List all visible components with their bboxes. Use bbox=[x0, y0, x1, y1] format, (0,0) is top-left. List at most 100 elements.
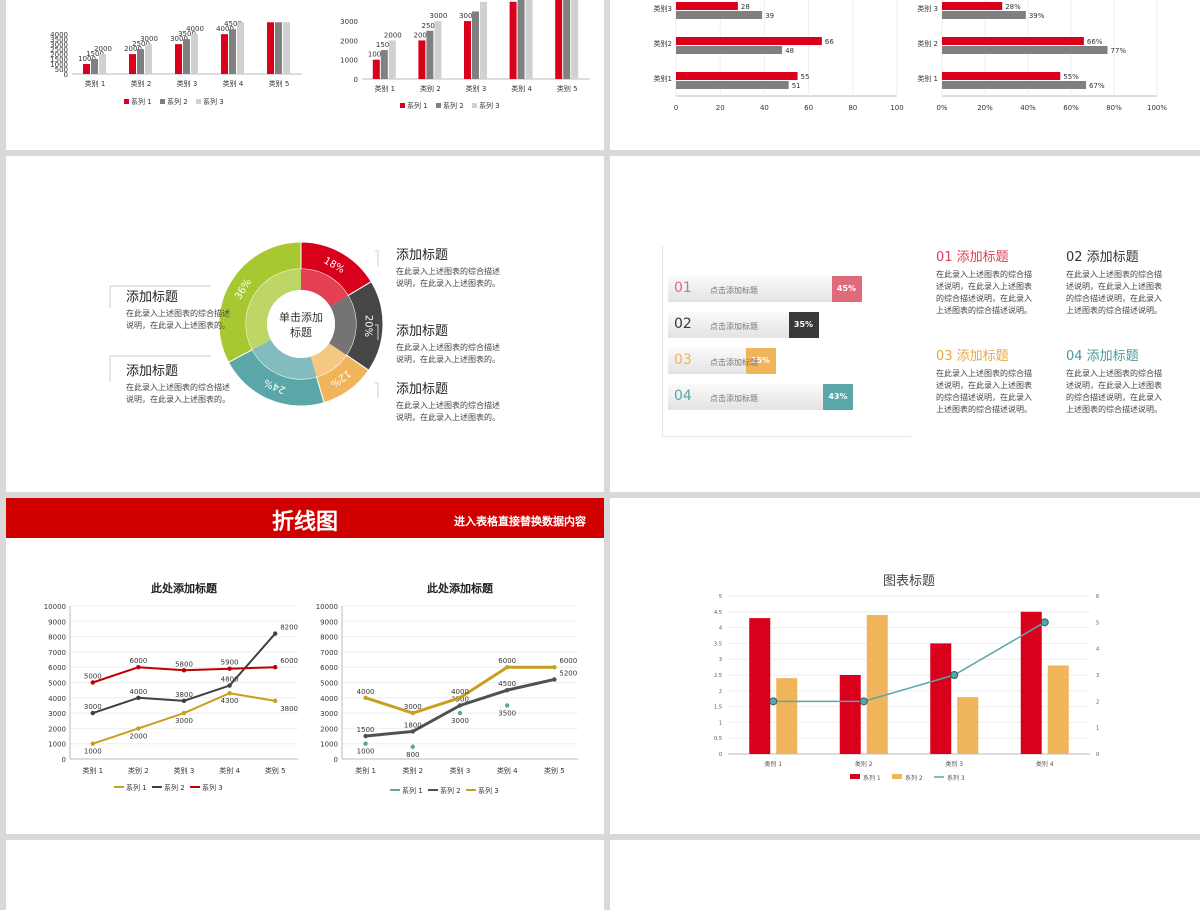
progress-number: 04 bbox=[674, 388, 692, 404]
x-tick-label: 类别 2 bbox=[128, 766, 149, 775]
x-tick-label: 类别 2 bbox=[402, 766, 423, 775]
block-title: 添加标题 bbox=[396, 248, 449, 263]
block-title: 添加标题 bbox=[396, 324, 449, 339]
slide-column-charts: 0 500 1000 1500 2000 2500 3000 3500 4000 类别 1 1000… bbox=[6, 0, 604, 150]
info-block-2: 02 添加标题 在此录入上述图表的综合描述说明，在此录入上述图表的综合描述说明，… bbox=[1066, 250, 1166, 317]
progress-percent: 25% bbox=[745, 348, 776, 374]
y-tick-label: 7000 bbox=[48, 649, 66, 657]
bar bbox=[229, 29, 236, 74]
progress-label: 点击添加标题 bbox=[710, 394, 758, 403]
donut-inner-segment bbox=[301, 269, 349, 307]
data-point bbox=[181, 698, 187, 704]
y-tick-label: 0 bbox=[64, 71, 68, 79]
x-tick-label: 80 bbox=[848, 104, 857, 112]
y-tick-label: 10000 bbox=[316, 603, 338, 611]
bar bbox=[676, 37, 822, 45]
bar bbox=[191, 34, 198, 74]
y-tick-label: 3 bbox=[719, 657, 722, 663]
x-tick-label: 类别 1 bbox=[85, 79, 106, 88]
data-label: 5200 bbox=[559, 669, 577, 677]
legend-swatch bbox=[892, 774, 902, 779]
data-label: 4000 bbox=[451, 688, 469, 696]
progress-percent: 43% bbox=[822, 384, 853, 410]
y-tick-label: 1.5 bbox=[714, 705, 722, 711]
bar bbox=[517, 0, 525, 79]
data-label: 2500 bbox=[421, 22, 439, 30]
donut-inner-segment bbox=[246, 269, 301, 350]
legend-swatch bbox=[196, 99, 201, 104]
bar bbox=[237, 22, 244, 74]
data-point bbox=[363, 733, 368, 739]
y-tick-label: 2 bbox=[719, 689, 722, 695]
center-title-line1: 单击添加 bbox=[279, 310, 323, 324]
progress-number: 03 bbox=[674, 352, 692, 368]
y-tick-label: 3000 bbox=[50, 41, 68, 49]
data-label: 8200 bbox=[280, 624, 298, 632]
progress-panel bbox=[662, 246, 911, 437]
data-label: 4000 bbox=[186, 25, 204, 33]
x-tick-label: 类别 1 bbox=[355, 766, 376, 775]
data-point bbox=[457, 703, 463, 708]
data-point bbox=[410, 729, 415, 734]
data-label: 3800 bbox=[280, 705, 298, 713]
data-point bbox=[950, 671, 959, 679]
data-point bbox=[410, 744, 415, 749]
progress-percent: 35% bbox=[788, 312, 819, 338]
y-tick-label: 500 bbox=[55, 66, 68, 74]
x-tick-label: 类别 2 bbox=[855, 760, 873, 768]
legend-label: 系列 1 bbox=[402, 786, 423, 795]
data-label: 2500 bbox=[132, 40, 150, 48]
data-point bbox=[552, 677, 557, 682]
data-label: 1800 bbox=[404, 721, 422, 729]
info-block-1: 01 添加标题 在此录入上述图表的综合描述说明，在此录入上述图表的综合描述说明，… bbox=[936, 250, 1036, 317]
y2-tick-label: 5 bbox=[1096, 620, 1099, 626]
y-tick-label: 2000 bbox=[50, 51, 68, 59]
y-tick-label: 1500 bbox=[50, 56, 68, 64]
bar bbox=[525, 0, 533, 79]
data-label: 1000 bbox=[357, 748, 375, 756]
bar bbox=[839, 675, 861, 754]
bar bbox=[283, 22, 290, 74]
x-tick-label: 类别 5 bbox=[269, 79, 290, 88]
y-tick-label: 2.5 bbox=[714, 673, 722, 679]
legend-swatch bbox=[124, 99, 129, 104]
bar bbox=[267, 22, 274, 74]
info-title: 04 添加标题 bbox=[1066, 349, 1139, 364]
line-charts-svg: 此处添加标题0100020003000400050006000700080009… bbox=[44, 581, 578, 795]
donut-inner-segment bbox=[310, 343, 347, 377]
info-desc: 在此录入上述图表的综合描述说明，在此录入上述图表的综合描述说明，在此录入上述图表… bbox=[1066, 270, 1162, 315]
bar bbox=[183, 39, 190, 74]
x-tick-label: 类别 4 bbox=[1036, 760, 1054, 768]
y-tick-label: 类别 2 bbox=[917, 39, 938, 48]
data-point bbox=[1040, 618, 1049, 627]
legend-label: 系列 2 bbox=[167, 97, 188, 106]
chart-title: 此处添加标题 bbox=[151, 581, 218, 595]
bar bbox=[676, 11, 763, 19]
bar bbox=[942, 2, 1003, 10]
x-tick-label: 40 bbox=[760, 104, 769, 112]
legend-label: 系列 1 bbox=[126, 783, 147, 792]
y-tick-label: 5000 bbox=[48, 680, 66, 688]
x-tick-label: 0 bbox=[674, 104, 678, 112]
bar bbox=[175, 44, 182, 74]
data-label: 6000 bbox=[498, 657, 516, 665]
y-tick-label: 1000 bbox=[320, 741, 338, 749]
data-label: 1500 bbox=[86, 50, 104, 58]
info-block-4: 04 添加标题 在此录入上述图表的综合描述说明，在此录入上述图表的综合描述说明，… bbox=[1066, 349, 1166, 416]
legend-label: 系列 3 bbox=[947, 774, 965, 782]
data-label: 51 bbox=[792, 82, 801, 90]
block-desc: 在此录入上述图表的综合描述说明，在此录入上述图表的。 bbox=[396, 401, 500, 422]
data-label: 1000 bbox=[78, 55, 96, 63]
legend-label: 系列 3 bbox=[478, 786, 499, 795]
bar bbox=[137, 49, 144, 74]
data-label: 3000 bbox=[140, 35, 158, 43]
x-tick-label: 40% bbox=[1020, 104, 1036, 112]
data-label: 4000 bbox=[216, 25, 234, 33]
bar bbox=[776, 678, 798, 754]
bar bbox=[91, 59, 98, 74]
y-tick-label: 1000 bbox=[340, 57, 358, 65]
progress-track bbox=[668, 276, 862, 302]
chart-title: 此处添加标题 bbox=[427, 581, 494, 595]
y-tick-label: 3000 bbox=[48, 710, 66, 718]
